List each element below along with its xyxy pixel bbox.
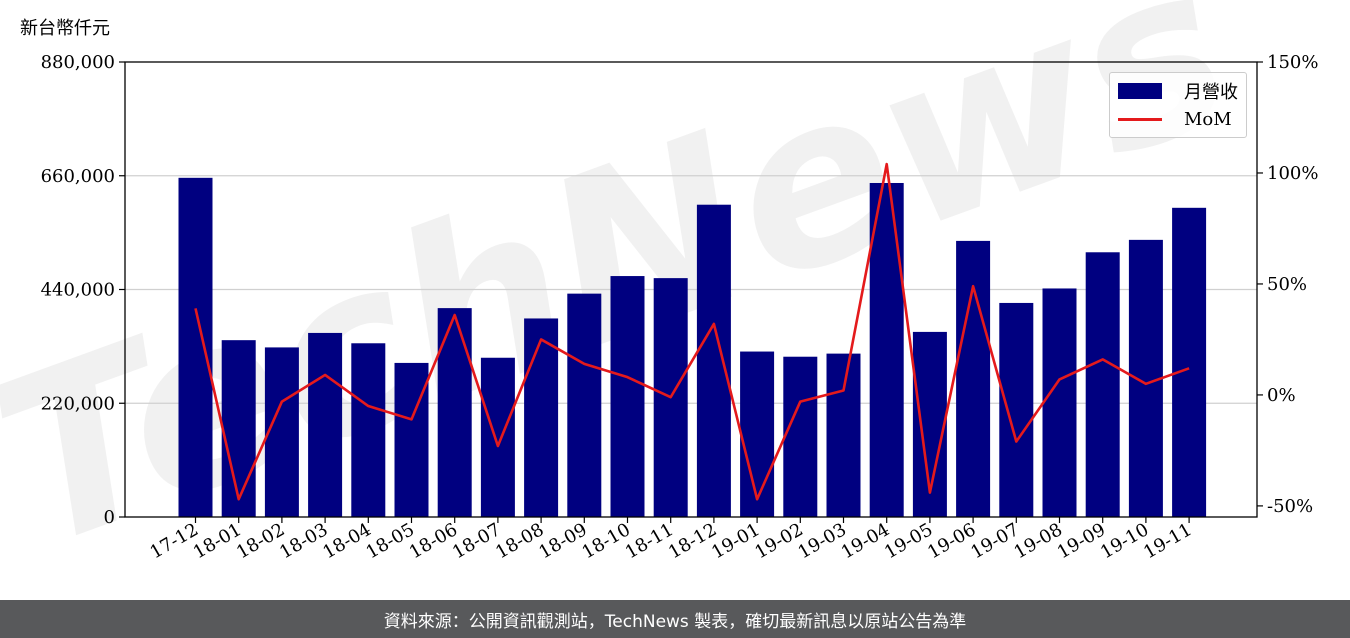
- bar: [956, 240, 991, 518]
- x-tick-label: 19-03: [795, 519, 850, 563]
- bar: [394, 362, 429, 517]
- y-left-tick-label: 880,000: [41, 52, 115, 73]
- footer-text: 資料來源：公開資訊觀測站，TechNews 製表，確切最新訊息以原站公告為準: [383, 611, 967, 632]
- bar-series: [178, 177, 1207, 518]
- bar: [696, 204, 731, 518]
- x-tick-label: 18-04: [319, 519, 374, 563]
- bar: [740, 351, 775, 517]
- y-left-tick-label: 0: [104, 507, 115, 528]
- legend-swatch-line: [1118, 117, 1162, 121]
- bar: [264, 347, 299, 517]
- y-right-tick-label: 50%: [1267, 274, 1307, 295]
- x-tick-label: 18-09: [535, 519, 590, 563]
- x-tick-label: 19-07: [967, 519, 1022, 563]
- bar: [567, 293, 602, 517]
- x-tick-label: 18-06: [406, 519, 461, 563]
- x-tick-label: 19-05: [881, 519, 936, 563]
- bar: [999, 302, 1034, 517]
- chart: TechNews 0220,000440,000660,000880,000-5…: [0, 0, 1318, 600]
- bar: [610, 276, 645, 517]
- bar: [524, 318, 559, 517]
- x-tick-label: 19-10: [1097, 519, 1152, 563]
- bar: [308, 332, 343, 517]
- x-tick-label: 18-08: [492, 519, 547, 563]
- bar: [783, 356, 818, 517]
- bar: [351, 343, 386, 517]
- x-tick-label: 19-08: [1011, 519, 1066, 563]
- x-tick-label: 18-07: [449, 519, 504, 563]
- legend-label-revenue: 月營收: [1184, 82, 1238, 103]
- legend-swatch-bar: [1118, 83, 1162, 99]
- x-tick-label: 18-11: [622, 519, 677, 563]
- bar: [1042, 288, 1077, 517]
- x-tick-label: 19-02: [751, 519, 806, 563]
- bar: [1085, 252, 1120, 518]
- y-left-tick-label: 440,000: [41, 280, 115, 301]
- y-right-tick-label: 150%: [1267, 52, 1318, 73]
- legend-item-revenue: 月營收: [1118, 79, 1238, 103]
- x-tick-label: 19-01: [708, 519, 763, 563]
- x-tick-label: 18-12: [665, 519, 720, 563]
- bar: [826, 353, 861, 517]
- legend: 月營收 MoM: [1109, 72, 1247, 138]
- bar: [869, 182, 904, 517]
- y-axis-unit-label: 新台幣仟元: [20, 18, 110, 39]
- y-right-tick-label: 100%: [1267, 163, 1318, 184]
- bar: [437, 308, 472, 517]
- bar: [480, 357, 515, 517]
- y-right-tick-label: -50%: [1267, 496, 1313, 517]
- legend-item-mom: MoM: [1118, 107, 1232, 131]
- x-tick-label: 18-03: [276, 519, 331, 563]
- x-tick-label: 19-04: [838, 519, 893, 563]
- x-tick-label: 19-09: [1054, 519, 1109, 563]
- mom-line: [194, 162, 1190, 501]
- legend-label-mom: MoM: [1184, 108, 1232, 130]
- y-left-tick-label: 660,000: [41, 166, 115, 187]
- x-tick-label: 18-05: [363, 519, 418, 563]
- bar: [221, 340, 256, 517]
- y-left-tick-label: 220,000: [41, 393, 115, 414]
- bar: [178, 177, 213, 517]
- x-tick-label: 19-06: [924, 519, 979, 563]
- y-right-tick-label: 0%: [1267, 385, 1296, 406]
- mom-line-series: [194, 162, 1190, 501]
- x-tick-label: 19-11: [1140, 519, 1195, 563]
- bar: [1172, 207, 1207, 517]
- footer-source-note: 資料來源：公開資訊觀測站，TechNews 製表，確切最新訊息以原站公告為準: [0, 600, 1350, 638]
- x-tick-label: 18-10: [579, 519, 634, 563]
